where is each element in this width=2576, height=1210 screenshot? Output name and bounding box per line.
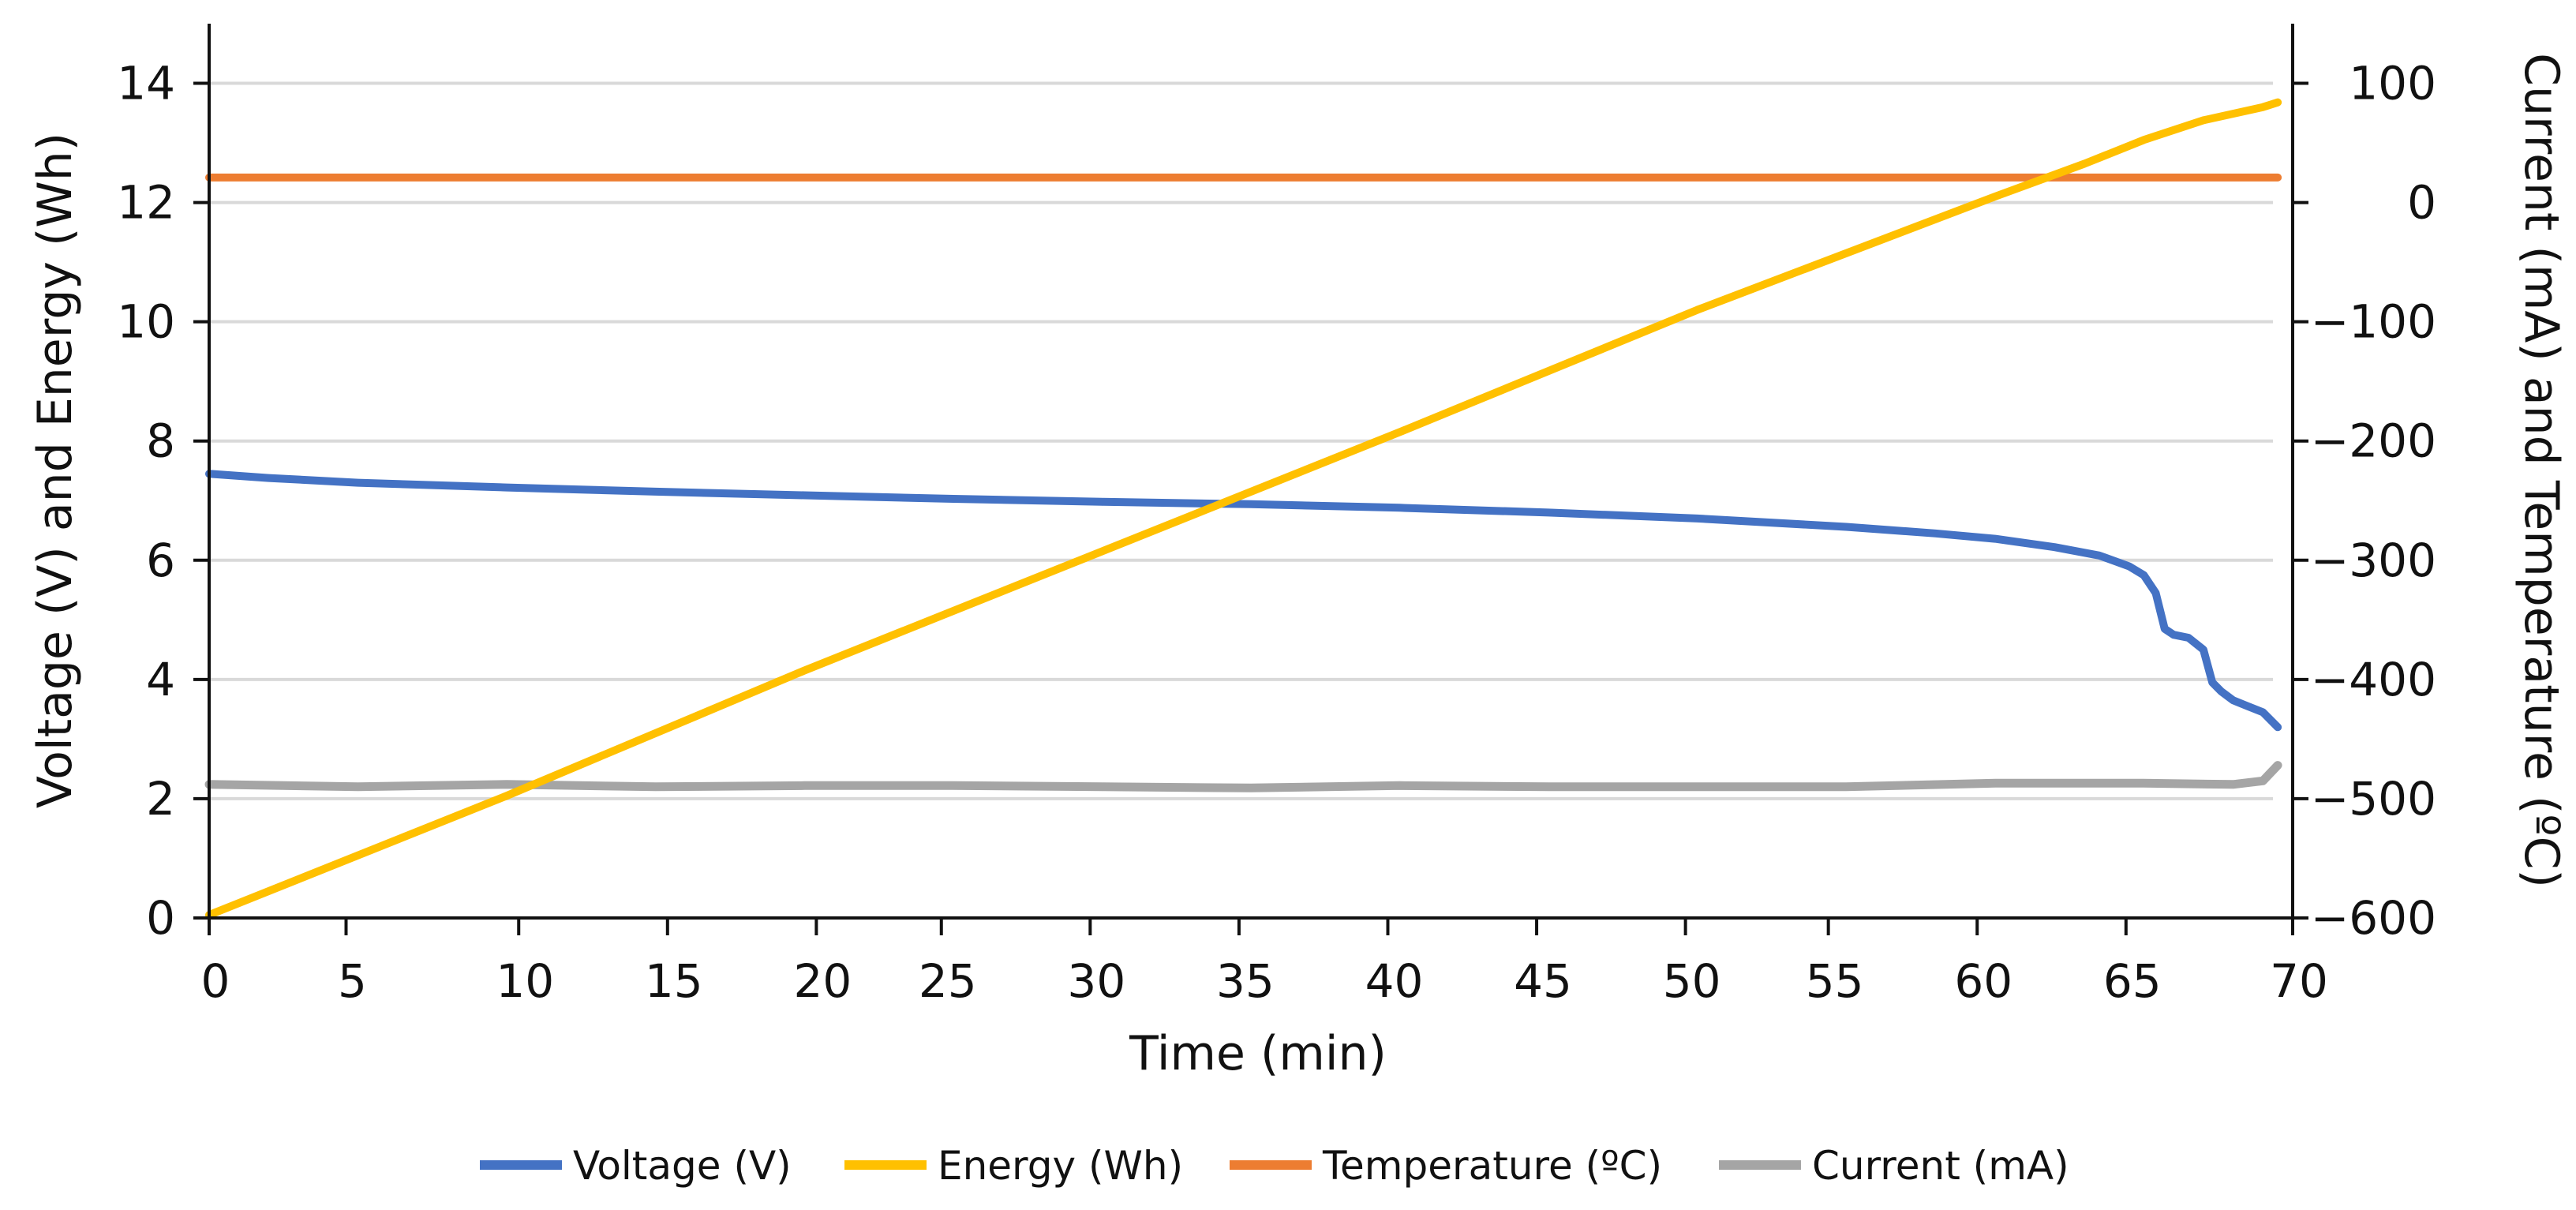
right-y-tick-label-0: 0 xyxy=(2407,176,2436,230)
x-axis-title: Time (min) xyxy=(1129,1026,1387,1081)
left-y-tick-label-0: 0 xyxy=(146,891,175,945)
x-tick-label-0: 0 xyxy=(201,954,230,1008)
gridlines xyxy=(209,81,2273,800)
left-y-tick-label-2: 2 xyxy=(146,772,175,826)
x-tick-label-5: 5 xyxy=(338,954,367,1008)
x-tick-label-35: 35 xyxy=(1216,954,1275,1008)
left-y-tick-label-14: 14 xyxy=(117,57,175,111)
series-line-current xyxy=(204,761,2282,792)
x-tick-label-55: 55 xyxy=(1806,954,1864,1008)
right-y-tick-label--500: −500 xyxy=(2311,772,2436,826)
x-tick-label-40: 40 xyxy=(1365,954,1424,1008)
series-lines xyxy=(204,98,2282,920)
legend-label-temperature: Temperature (ºC) xyxy=(1322,1143,1662,1189)
left-y-tick-label-6: 6 xyxy=(146,534,175,587)
legend-label-voltage: Voltage (V) xyxy=(573,1143,792,1189)
right-y-tick-label--200: −200 xyxy=(2311,414,2436,468)
x-tick-label-25: 25 xyxy=(919,954,977,1008)
x-tick-label-30: 30 xyxy=(1067,954,1125,1008)
x-tick-label-70: 70 xyxy=(2270,954,2328,1008)
right-y-tick-label--600: −600 xyxy=(2311,891,2436,945)
x-axis-ticks: 0 5 10 15 20 25 30 35 40 45 50 55 60 65 70 xyxy=(201,918,2328,1008)
right-y-tick-label-100: 100 xyxy=(2349,57,2436,111)
right-y-tick-label--400: −400 xyxy=(2311,653,2436,706)
legend: Voltage (V) Energy (Wh) Temperature (ºC)… xyxy=(480,1143,2069,1189)
right-y-tick-label--100: −100 xyxy=(2311,295,2436,349)
legend-label-energy: Energy (Wh) xyxy=(938,1143,1183,1189)
x-tick-label-10: 10 xyxy=(496,954,554,1008)
right-y-axis-ticks: −600 −500 −400 −300 −200 −100 0 100 xyxy=(2293,57,2436,945)
left-y-tick-label-12: 12 xyxy=(117,176,175,230)
left-y-tick-label-10: 10 xyxy=(117,295,175,349)
left-y-tick-label-4: 4 xyxy=(146,653,175,706)
x-tick-label-65: 65 xyxy=(2103,954,2162,1008)
x-tick-label-60: 60 xyxy=(1954,954,2012,1008)
right-y-axis-title: Current (mA) and Temperature (ºC) xyxy=(2514,53,2569,888)
series-line-voltage xyxy=(205,470,2282,732)
left-y-tick-label-8: 8 xyxy=(146,414,175,468)
left-y-axis-title: Voltage (V) and Energy (Wh) xyxy=(28,133,83,808)
x-tick-label-50: 50 xyxy=(1663,954,1721,1008)
legend-label-current: Current (mA) xyxy=(1812,1143,2069,1189)
x-tick-label-45: 45 xyxy=(1514,954,1572,1008)
left-y-axis-ticks: 0 2 4 6 8 10 12 14 xyxy=(117,57,209,945)
x-tick-label-15: 15 xyxy=(645,954,703,1008)
right-y-tick-label--300: −300 xyxy=(2311,534,2436,587)
series-line-energy xyxy=(205,98,2282,920)
x-tick-label-20: 20 xyxy=(793,954,852,1008)
